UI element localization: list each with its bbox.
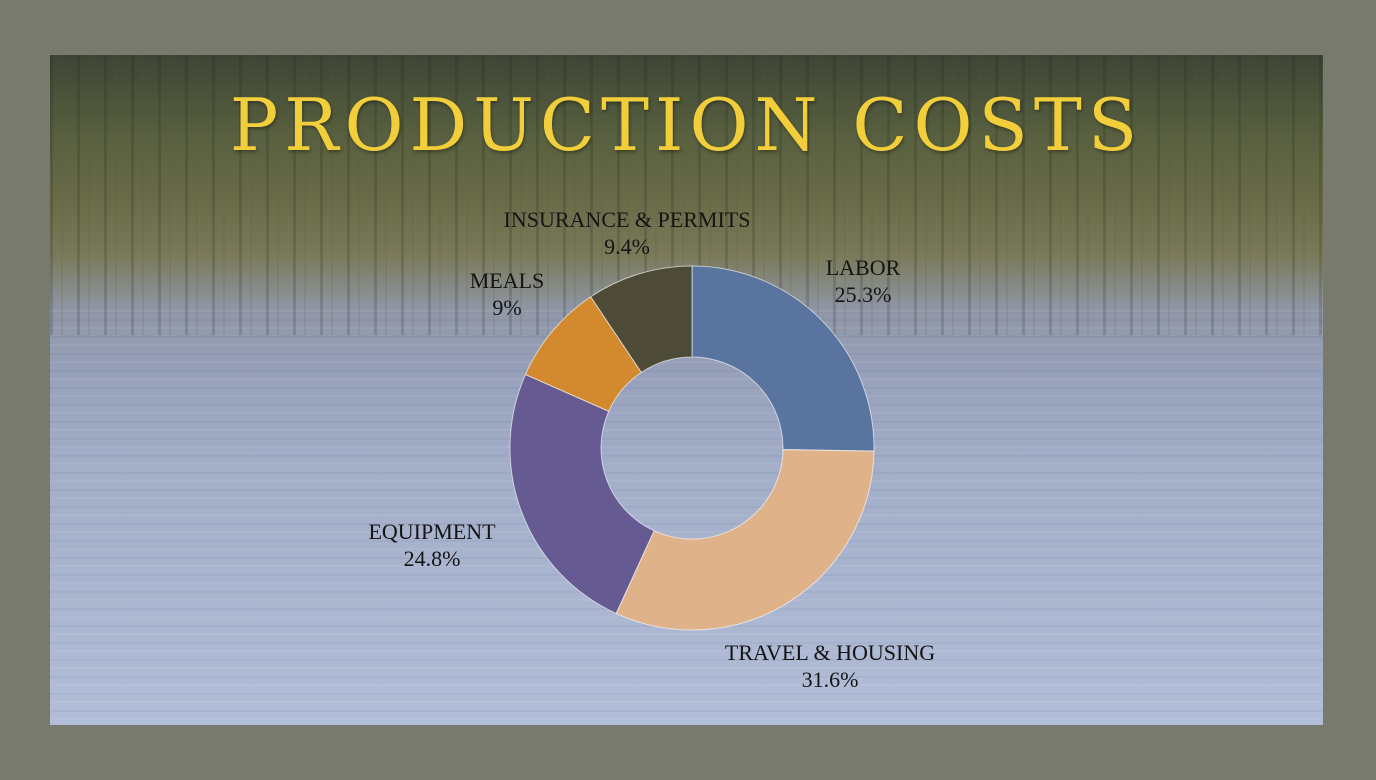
slice-value-insurance-permits: 9.4% — [604, 234, 650, 259]
slice-label-meals: MEALS — [470, 268, 545, 293]
slice-label-travel-housing: TRAVEL & HOUSING — [725, 640, 935, 665]
donut-slice-travel-housing — [615, 449, 875, 631]
chart-title: PRODUCTION COSTS — [229, 83, 1144, 167]
donut-slice-labor — [691, 265, 875, 452]
slice-label-equipment: EQUIPMENT — [368, 519, 496, 544]
donut-slice-equipment — [509, 373, 655, 615]
donut-slice-insurance-permits — [590, 265, 693, 374]
slice-value-travel-housing: 31.6% — [802, 667, 859, 692]
chart-frame: PRODUCTION COSTS LABOR 25.3% TRAVEL & HOUS… — [50, 55, 1323, 725]
slice-label-labor: LABOR — [826, 255, 901, 280]
slice-value-labor: 25.3% — [835, 282, 892, 307]
background-photo-water — [50, 310, 1323, 725]
slice-value-meals: 9% — [492, 295, 521, 320]
slice-label-insurance-permits: INSURANCE & PERMITS — [504, 207, 751, 232]
slice-value-equipment: 24.8% — [404, 546, 461, 571]
